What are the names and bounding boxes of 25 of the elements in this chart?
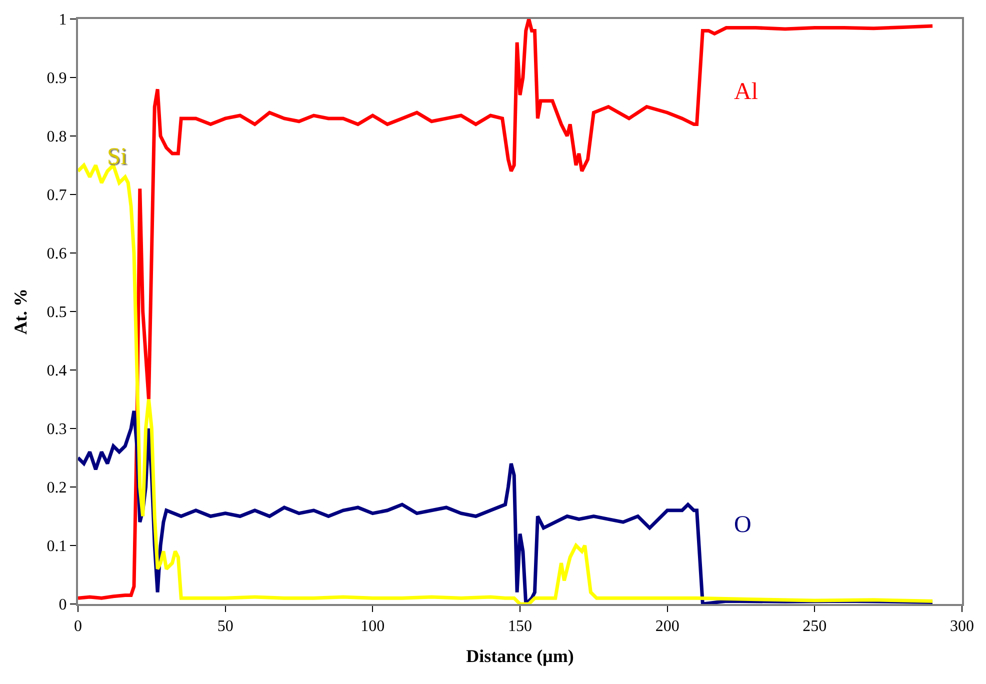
series-label: Al [734,79,758,105]
line-series [78,19,934,600]
y-tick-label: 0.8 [46,128,67,146]
y-tick-label: 0.9 [46,70,67,88]
x-tick-label: 300 [950,618,974,636]
y-tick-label: 0.4 [46,362,67,380]
series-label: Si [107,144,128,170]
y-tick-label: 1 [58,12,67,29]
x-tick-label: 200 [655,618,680,636]
line-series [78,164,934,604]
series-label: O [734,512,752,538]
y-tick-label: 0.1 [46,538,67,556]
x-tick-label: 0 [74,618,82,636]
x-tick-label: 100 [360,618,385,636]
x-tick-label: 150 [508,618,532,636]
y-tick-label: 0 [58,596,67,614]
y-tick-label: 0.2 [46,480,67,497]
y-tick-label: 0.7 [46,187,67,204]
y-tick-label: 0.6 [46,246,67,263]
x-tick-label: 250 [802,618,827,636]
x-tick-label: 50 [217,618,234,636]
y-axis-title: At. % [10,288,30,334]
x-axis-title: Distance (µm) [466,646,574,666]
y-tick-label: 0.5 [46,304,67,322]
y-tick-label: 0.3 [46,421,67,438]
